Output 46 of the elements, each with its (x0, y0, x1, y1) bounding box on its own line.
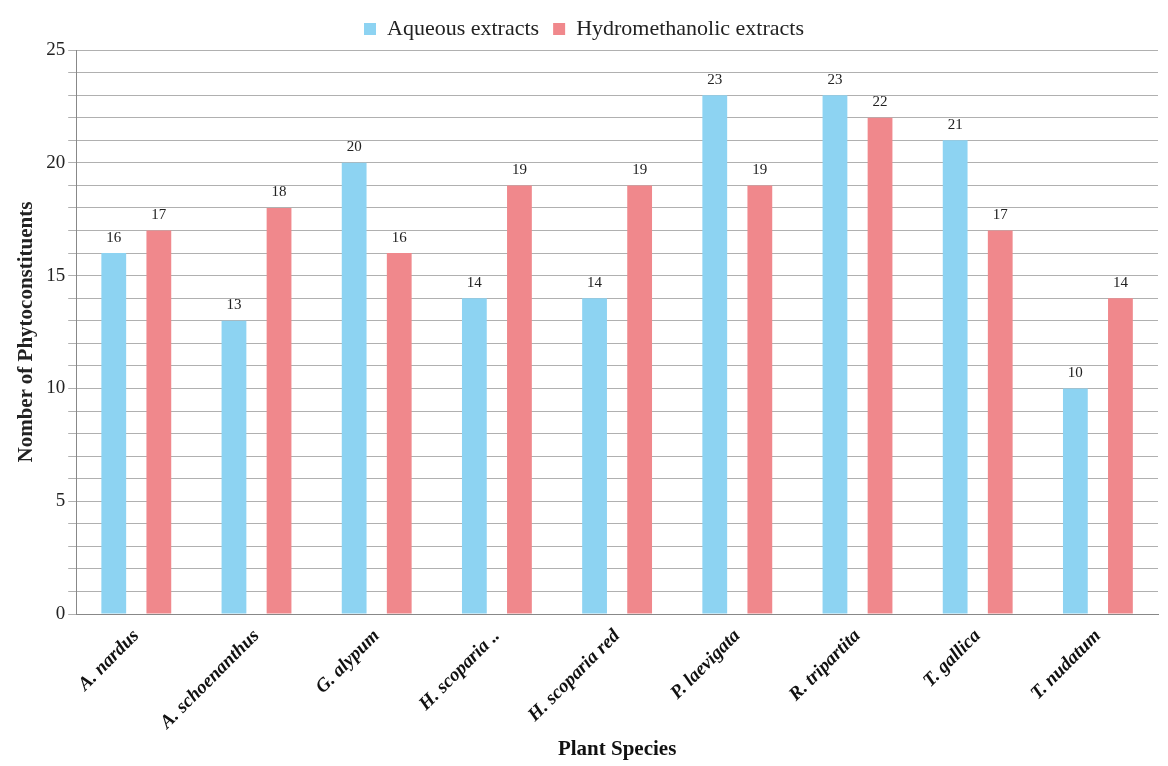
bar (627, 185, 653, 614)
bar (221, 320, 247, 614)
data-label: 13 (226, 296, 242, 313)
data-label: 23 (707, 70, 723, 87)
data-label: 20 (346, 138, 362, 155)
y-tick-label: 0 (55, 602, 66, 624)
bar (867, 117, 893, 614)
data-label: 19 (632, 160, 648, 177)
legend-label: Aqueous extracts (387, 14, 540, 40)
bar (1108, 298, 1133, 614)
bar (942, 140, 968, 614)
bar (386, 253, 412, 614)
bar (582, 298, 607, 614)
bar (747, 185, 773, 614)
data-label: 16 (106, 228, 122, 245)
data-label: 16 (391, 228, 408, 245)
y-tick-label: 10 (46, 376, 66, 398)
bar (1062, 388, 1088, 614)
data-label: 23 (827, 70, 843, 87)
data-label: 21 (947, 115, 963, 132)
y-tick-label: 25 (46, 37, 66, 59)
y-tick-label: 5 (55, 489, 66, 511)
bar (101, 253, 127, 614)
data-label: 17 (992, 205, 1009, 222)
bar (987, 230, 1013, 614)
legend-label: Hydromethanolic extracts (576, 14, 804, 40)
bar (146, 230, 172, 614)
y-axis-title: Nomber of Phytoconstituents (13, 201, 38, 463)
bar (507, 185, 532, 614)
data-label: 22 (872, 93, 888, 110)
bar (341, 162, 367, 614)
data-label: 10 (1067, 363, 1083, 380)
bar (702, 95, 728, 614)
bar (461, 298, 487, 614)
y-tick-label: 15 (46, 263, 66, 285)
data-label: 14 (587, 273, 603, 290)
bar (266, 207, 292, 614)
x-axis-title: Plant Species (557, 735, 677, 760)
data-label: 19 (511, 160, 527, 177)
bar (822, 95, 848, 614)
data-label: 19 (752, 160, 768, 177)
data-label: 14 (466, 273, 483, 290)
data-label: 17 (151, 205, 167, 222)
data-label: 14 (1112, 273, 1129, 290)
y-tick-label: 20 (46, 150, 66, 172)
data-label: 18 (271, 183, 287, 200)
